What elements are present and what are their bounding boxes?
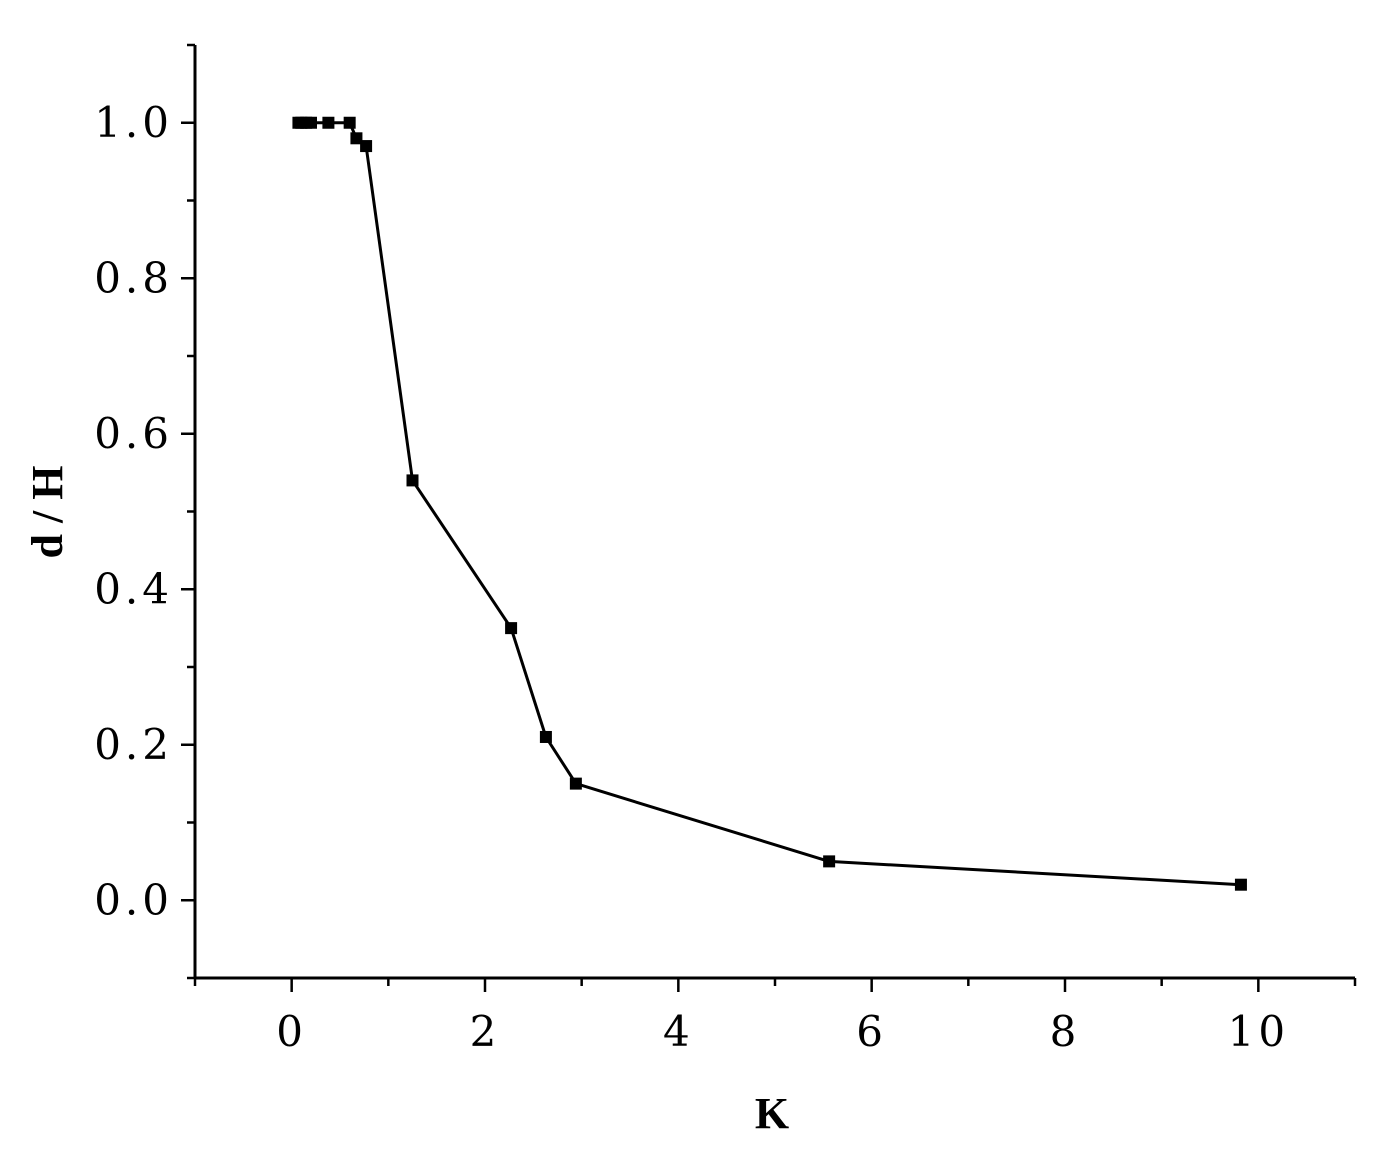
y-axis-label: d / H bbox=[23, 466, 72, 559]
data-point-marker bbox=[305, 116, 317, 129]
x-tick-label: 6 bbox=[856, 1007, 887, 1056]
x-axis-label: K bbox=[755, 1089, 789, 1138]
data-point-marker bbox=[360, 140, 373, 153]
y-tick-label: 0.2 bbox=[94, 720, 173, 769]
data-point-marker bbox=[1234, 878, 1247, 891]
ticks bbox=[181, 43, 1357, 992]
data-point-marker bbox=[350, 132, 363, 145]
x-tick-label: 4 bbox=[663, 1007, 694, 1056]
data-point-marker bbox=[343, 116, 356, 129]
y-tick-label: 0.8 bbox=[94, 253, 173, 302]
y-tick-label: 0.4 bbox=[94, 564, 173, 613]
x-tick-label: 2 bbox=[470, 1007, 501, 1056]
x-tick-label: 8 bbox=[1050, 1007, 1081, 1056]
y-tick-label: 0.0 bbox=[94, 875, 173, 924]
data-point-marker bbox=[539, 730, 552, 743]
y-tick-label: 1.0 bbox=[94, 98, 173, 147]
x-tick-label: 10 bbox=[1228, 1007, 1289, 1056]
data-point-marker bbox=[505, 622, 518, 635]
series bbox=[292, 116, 1247, 891]
y-tick-label: 0.6 bbox=[94, 409, 173, 458]
series-line bbox=[298, 121, 1241, 887]
data-point-marker bbox=[322, 116, 335, 129]
data-point-marker bbox=[406, 474, 419, 487]
data-point-marker bbox=[823, 855, 836, 868]
axes bbox=[193, 45, 1355, 980]
data-point-marker bbox=[569, 777, 582, 790]
x-tick-label: 0 bbox=[276, 1007, 307, 1056]
tick-labels: 0.0 0.2 0.4 0.6 0.8 1.0 0 2 4 6 8 10 bbox=[94, 98, 1289, 1056]
